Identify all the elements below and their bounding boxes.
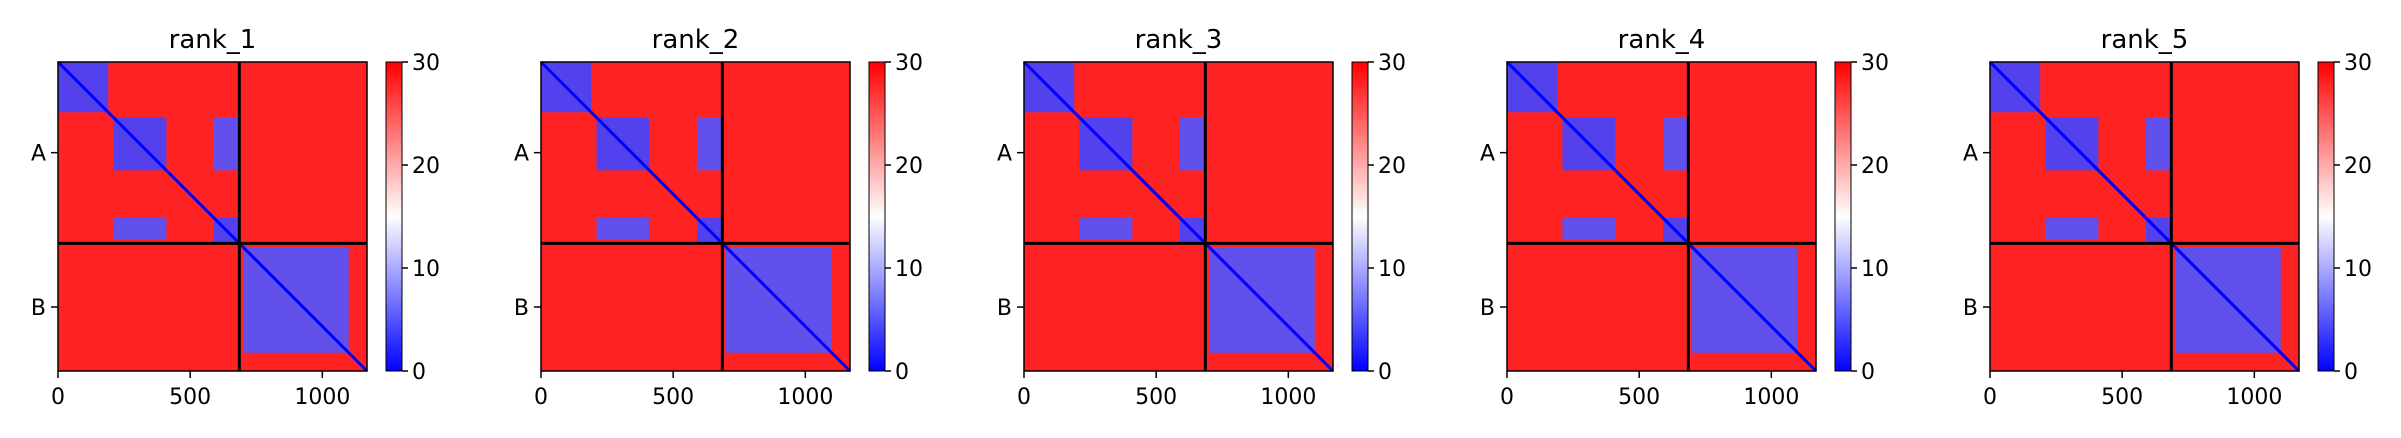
panel-title: rank_3 <box>1135 25 1223 55</box>
heatmap-frame <box>1506 61 1817 372</box>
colorbar <box>868 61 886 372</box>
colorbar-tick-label: 20 <box>1378 154 1406 179</box>
y-tick-label: B <box>997 296 1012 321</box>
colorbar-tick-label: 20 <box>1861 154 1889 179</box>
colorbar-tick-label: 30 <box>1378 51 1406 76</box>
y-tick-label: A <box>514 142 529 167</box>
x-tick-label: 0 <box>51 385 65 410</box>
heatmap-frame <box>540 61 851 372</box>
heatmap-diagonal <box>1988 60 2301 373</box>
x-tick-label: 1000 <box>294 385 350 410</box>
heatmap-diagonal <box>1022 60 1335 373</box>
y-tick-label: B <box>1480 296 1495 321</box>
colorbar <box>385 61 403 372</box>
colorbar-tick-label: 20 <box>2344 154 2372 179</box>
x-tick-label: 500 <box>1618 385 1660 410</box>
y-tick-label: B <box>514 296 529 321</box>
colorbar-tick-label: 10 <box>1378 257 1406 282</box>
heatmap-region <box>2145 117 2173 171</box>
panel-title: rank_5 <box>2101 25 2189 55</box>
panel-3: rank_3 0 500 1000 A B 0 10 20 30 <box>997 25 1406 410</box>
heatmap-region <box>1662 117 1690 171</box>
colorbar <box>2317 61 2335 372</box>
heatmap-frame <box>1989 61 2300 372</box>
heatmap-diagonal <box>1505 60 1818 373</box>
x-tick-label: 1000 <box>2226 385 2282 410</box>
heatmap-region <box>113 217 167 240</box>
colorbar-tick-label: 0 <box>1378 360 1392 385</box>
heatmap-region <box>2045 217 2099 240</box>
colorbar-tick-label: 0 <box>1861 360 1875 385</box>
heatmap-diagonal <box>539 60 852 373</box>
x-tick-label: 500 <box>652 385 694 410</box>
colorbar-tick-label: 10 <box>1861 257 1889 282</box>
colorbar-tick-label: 30 <box>412 51 440 76</box>
x-tick-label: 1000 <box>1743 385 1799 410</box>
heatmap-region <box>213 117 241 171</box>
colorbar-tick-label: 0 <box>895 360 909 385</box>
colorbar-tick-label: 10 <box>895 257 923 282</box>
heatmap-region <box>1079 217 1133 240</box>
colorbar-tick-label: 30 <box>1861 51 1889 76</box>
panel-2: rank_2 0 500 1000 A B 0 10 20 30 <box>514 25 923 410</box>
x-tick-label: 0 <box>1500 385 1514 410</box>
heatmap-frame <box>57 61 368 372</box>
heatmap-region <box>1179 117 1207 171</box>
x-tick-label: 1000 <box>1260 385 1316 410</box>
x-tick-label: 1000 <box>777 385 833 410</box>
y-tick-label: B <box>1963 296 1978 321</box>
colorbar-tick-label: 30 <box>895 51 923 76</box>
heatmap-region <box>1562 217 1616 240</box>
panel-4: rank_4 0 500 1000 A B 0 10 20 30 <box>1480 25 1889 410</box>
x-tick-label: 500 <box>169 385 211 410</box>
colorbar-tick-label: 0 <box>412 360 426 385</box>
heatmap-frame <box>1023 61 1334 372</box>
x-tick-label: 0 <box>534 385 548 410</box>
heatmap-region <box>696 117 724 171</box>
panel-title: rank_1 <box>169 25 257 55</box>
y-tick-label: A <box>997 142 1012 167</box>
panel-title: rank_4 <box>1618 25 1706 55</box>
colorbar-tick-label: 10 <box>2344 257 2372 282</box>
heatmap-region <box>596 217 650 240</box>
panel-title: rank_2 <box>652 25 740 55</box>
panel-1: rank_1 0 500 1000 A B 0 10 20 30 <box>31 25 440 410</box>
colorbar <box>1351 61 1369 372</box>
y-tick-label: A <box>1480 142 1495 167</box>
colorbar <box>1834 61 1852 372</box>
y-tick-label: B <box>31 296 46 321</box>
colorbar-tick-label: 30 <box>2344 51 2372 76</box>
heatmap-diagonal <box>56 60 369 373</box>
colorbar-tick-label: 20 <box>895 154 923 179</box>
x-tick-label: 0 <box>1017 385 1031 410</box>
colorbar-tick-label: 10 <box>412 257 440 282</box>
x-tick-label: 500 <box>1135 385 1177 410</box>
y-tick-label: A <box>1963 142 1978 167</box>
x-tick-label: 500 <box>2101 385 2143 410</box>
x-tick-label: 0 <box>1983 385 1997 410</box>
y-tick-label: A <box>31 142 46 167</box>
panel-5: rank_5 0 500 1000 A B 0 10 20 30 <box>1963 25 2372 410</box>
colorbar-tick-label: 20 <box>412 154 440 179</box>
colorbar-tick-label: 0 <box>2344 360 2358 385</box>
